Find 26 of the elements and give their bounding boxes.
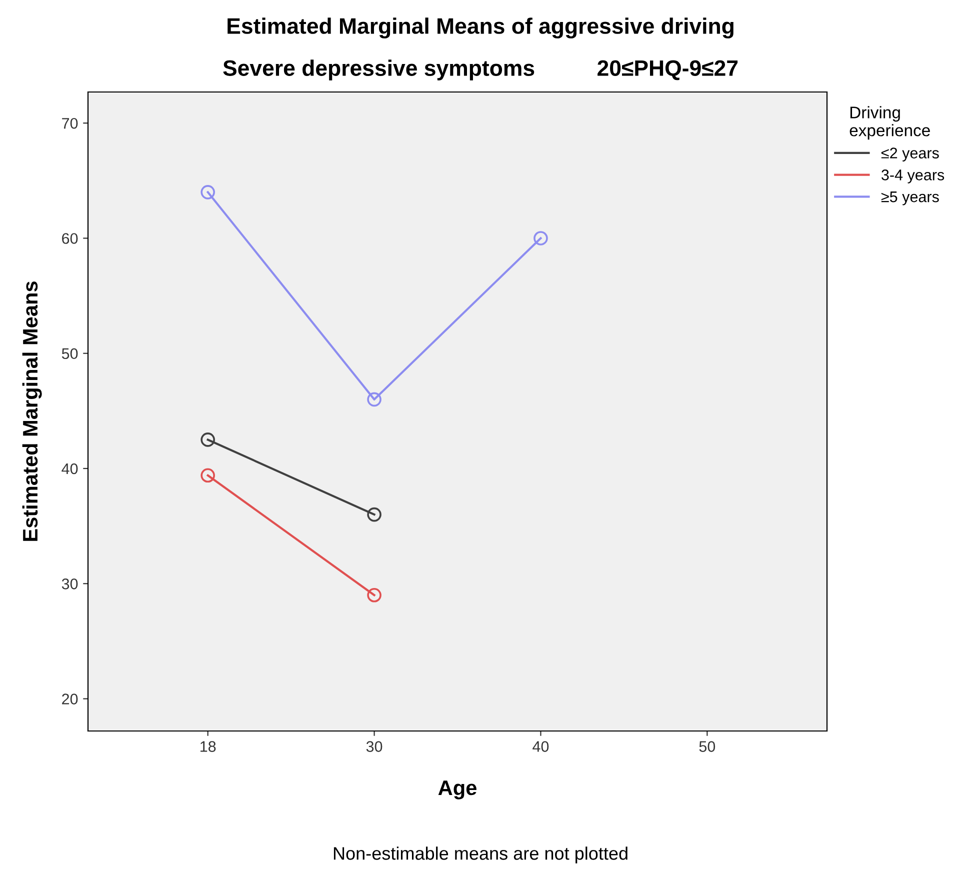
point (200, 468, 215, 483)
y-tick-label: 50 (62, 348, 78, 360)
x-tick-label: 30 (366, 741, 382, 752)
y-axis-title: Estimated Marginal Means (22, 282, 42, 541)
x-axis-title: Age (438, 780, 476, 800)
text: Non-estimable means are not plotted (334, 846, 628, 864)
point (367, 392, 382, 407)
y-tick-label: 20 (62, 694, 78, 704)
legend-label: ≤2 years (881, 148, 939, 162)
legend-title: Driving experience (850, 106, 930, 140)
y-tick-label: 70 (62, 118, 78, 129)
legend-label: 3-4 years (882, 170, 944, 184)
x-tick-label: 18 (200, 741, 216, 752)
point (367, 588, 382, 602)
point (534, 231, 548, 246)
y-tick-label: 30 (62, 578, 78, 590)
chart-subtitle: Severe depressive symptoms 20≤PHQ-9≤27 (223, 60, 738, 80)
point (200, 432, 215, 447)
chart-title: Estimated Marginal Means of aggressive driving (228, 18, 734, 38)
point (200, 185, 215, 200)
legend-label: ≥5 years (881, 192, 939, 206)
y-tick-label: 60 (62, 233, 78, 244)
point (367, 507, 382, 522)
x-tick-label: 40 (532, 741, 549, 752)
x-tick-label: 50 (699, 741, 716, 752)
y-tick-label: 40 (62, 463, 78, 474)
